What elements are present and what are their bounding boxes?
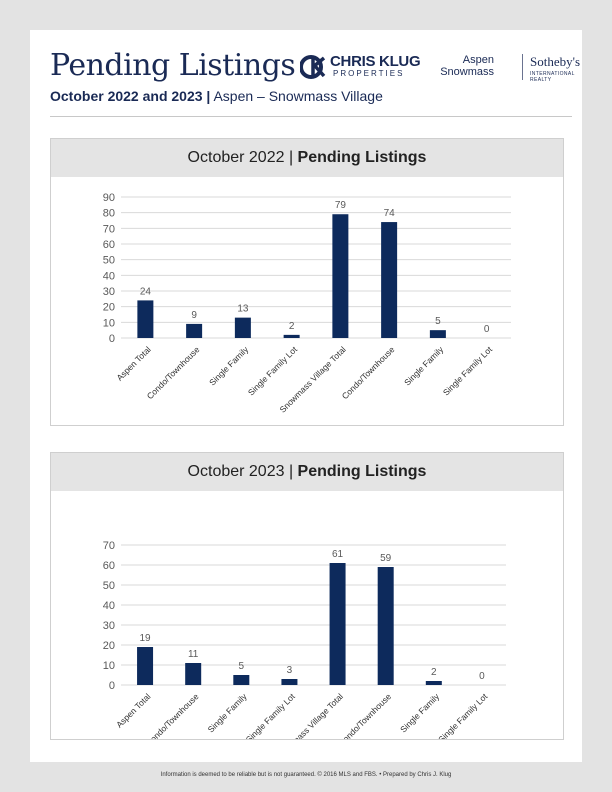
data-label: 59 [380,553,392,564]
subtitle-area: Aspen – Snowmass Village [210,88,383,104]
x-tick-label: Single Family Lot [244,691,298,739]
y-tick-label: 50 [103,255,115,267]
data-label: 3 [287,665,293,676]
y-tick-label: 40 [103,270,115,282]
data-label: 74 [384,208,396,219]
data-label: 0 [484,324,490,335]
bar [429,330,446,338]
chart-title-regular: October 2022 | [187,149,298,166]
data-label: 9 [191,310,197,321]
bar [233,675,250,685]
x-tick-label: Single Family [207,344,251,388]
data-label: 0 [479,671,485,682]
x-tick-label: Single Family [402,344,446,388]
y-tick-label: 20 [103,302,115,314]
y-tick-label: 0 [109,680,115,692]
data-label: 19 [140,633,152,644]
subtitle-dates: October 2022 and 2023 | [50,88,211,104]
x-tick-label: Single Family Lot [441,344,495,398]
header-divider [50,116,572,117]
bar [381,222,398,338]
bar [137,647,154,685]
page-sheet: Pending Listings October 2022 and 2023 |… [30,30,582,762]
data-label: 11 [188,649,199,660]
chart-title-2022: October 2022 | Pending Listings [51,139,563,177]
x-tick-label: Aspen Total [114,691,152,729]
x-tick-label: Aspen Total [114,344,152,382]
data-label: 2 [289,321,295,332]
x-tick-label: Condo/Townhouse [145,344,202,401]
y-tick-label: 80 [103,208,115,220]
brand-logos: CHRIS KLUG PROPERTIES Aspen Snowmass Sot… [300,53,580,84]
bar [234,317,251,338]
y-tick-label: 30 [103,286,115,298]
data-label: 24 [140,286,152,297]
brand-name: CHRIS KLUG [330,53,421,70]
data-label: 13 [237,304,249,315]
data-label: 61 [332,549,344,560]
y-tick-label: 0 [109,333,115,345]
chart-title-bold: Pending Listings [297,149,427,166]
brand-realty: INTERNATIONAL REALTY [530,71,575,83]
brand-separator [522,54,523,80]
bar [283,334,300,338]
y-tick-label: 10 [103,317,115,329]
y-tick-label: 60 [103,560,115,572]
chart-title-2023: October 2023 | Pending Listings [51,453,563,491]
bar [425,681,442,685]
x-tick-label: Condo/Townhouse [340,344,397,401]
y-tick-label: 10 [103,660,115,672]
data-label: 79 [335,200,347,211]
chart-panel-2022: October 2022 | Pending Listings 0 10 20 30 4… [50,138,564,426]
data-label: 2 [431,667,437,678]
chart-title-bold: Pending Listings [297,463,427,480]
brand-sothebys: Sotheby's [530,54,581,69]
bar [377,567,394,685]
brand-location: Aspen Snowmass [434,54,494,78]
y-tick-label: 70 [103,223,115,235]
x-tick-label: Single Family [206,691,250,735]
bar [186,323,203,338]
data-label: 5 [239,661,245,672]
data-label: 5 [435,316,441,327]
x-tick-label: Single Family Lot [246,344,300,398]
footer-disclaimer: Information is deemed to be reliable but… [160,772,452,778]
page-subtitle: October 2022 and 2023 | Aspen – Snowmass… [50,88,383,104]
y-tick-label: 20 [103,640,115,652]
chart-title-regular: October 2023 | [187,463,298,480]
y-tick-label: 60 [103,239,115,251]
bar [137,300,154,338]
y-tick-label: 50 [103,580,115,592]
y-tick-label: 30 [103,620,115,632]
brand-aspen: Aspen [462,54,494,66]
page-title: Pending Listings [50,48,296,83]
x-tick-label: Single Family Lot [436,691,490,739]
x-tick-label: Single Family [398,691,442,735]
chart-panel-2023: October 2023 | Pending Listings 0 10 20 30 4… [50,452,564,740]
bar [332,214,349,338]
bar [281,679,298,685]
y-tick-label: 70 [103,540,115,552]
chris-klug-logo-icon [300,55,326,79]
y-tick-label: 40 [103,600,115,612]
brand-snowmass: Snowmass [440,66,494,78]
bar [329,563,346,685]
y-tick-label: 90 [103,192,115,204]
brand-sub: PROPERTIES [333,69,405,78]
bar [185,663,202,685]
